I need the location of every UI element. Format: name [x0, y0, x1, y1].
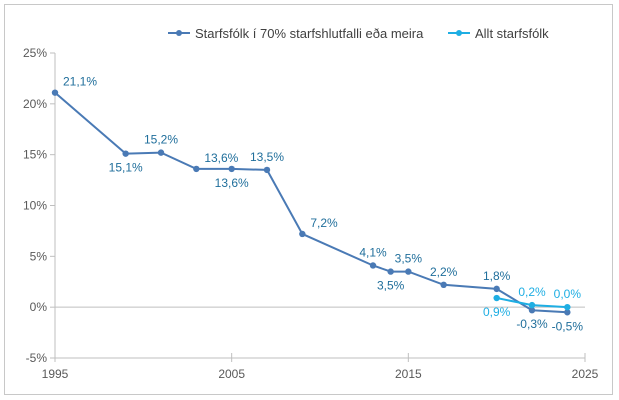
data-label: 13,6% — [215, 176, 249, 190]
data-label: 13,6% — [204, 151, 238, 165]
legend-label: Starfsfólk í 70% starfshlutfalli eða mei… — [195, 26, 424, 41]
data-label: 21,1% — [63, 75, 97, 89]
series-layer — [51, 89, 571, 316]
data-label: 13,5% — [250, 150, 284, 164]
chart-frame — [4, 4, 613, 395]
y-tick-label: 25% — [23, 46, 47, 60]
data-point — [122, 150, 129, 157]
x-axis-ticks: 1995 2005 2015 2025 — [42, 353, 599, 381]
series-line — [54, 91, 568, 314]
y-axis-ticks: 25% 20% 15% 10% 5% 0% -5% — [23, 46, 55, 365]
data-point — [528, 307, 536, 314]
data-point — [387, 268, 394, 275]
x-tick-label: 2015 — [395, 367, 422, 381]
legend-label: Allt starfsfólk — [475, 26, 549, 41]
data-point — [405, 268, 412, 275]
data-label: 15,1% — [109, 161, 143, 175]
data-point — [369, 262, 377, 269]
data-point — [493, 285, 500, 293]
y-tick-label: 0% — [30, 300, 48, 314]
data-point — [528, 301, 536, 309]
series-2 — [493, 294, 571, 311]
y-tick-label: 15% — [23, 148, 47, 162]
data-point — [193, 165, 200, 173]
data-label: 7,2% — [310, 216, 338, 230]
legend-marker — [176, 30, 182, 36]
x-tick-label: 1995 — [42, 367, 69, 381]
y-tick-label: -5% — [26, 351, 48, 365]
legend-item-1: Starfsfólk í 70% starfshlutfalli eða mei… — [168, 26, 424, 41]
data-point — [564, 309, 571, 316]
data-label: 2,2% — [430, 265, 458, 279]
data-label: -0,5% — [552, 319, 584, 333]
data-label: 0,0% — [554, 287, 582, 301]
legend-marker — [456, 30, 462, 36]
data-point — [51, 89, 59, 96]
data-label: 3,5% — [377, 279, 405, 293]
data-label: 15,2% — [144, 133, 178, 147]
y-tick-label: 5% — [30, 249, 48, 263]
legend-item-2: Allt starfsfólk — [448, 26, 549, 41]
data-point — [228, 165, 235, 173]
legend: Starfsfólk í 70% starfshlutfalli eða mei… — [168, 26, 549, 41]
data-label: 4,1% — [359, 245, 387, 259]
y-tick-label: 10% — [23, 199, 47, 213]
x-tick-label: 2025 — [572, 367, 599, 381]
data-point — [440, 281, 447, 288]
data-label: 3,5% — [395, 252, 423, 266]
data-point — [299, 230, 306, 238]
data-labels: 21,1%15,1%15,2%13,6%13,6%13,5%7,2%4,1%3,… — [63, 75, 583, 334]
x-tick-label: 2005 — [218, 367, 245, 381]
series-1 — [51, 89, 571, 316]
y-tick-label: 20% — [23, 97, 47, 111]
data-label: -0,3% — [516, 317, 548, 331]
data-label: 1,8% — [483, 269, 511, 283]
data-point — [564, 303, 571, 311]
data-point — [493, 294, 500, 302]
data-point — [263, 166, 271, 174]
data-label: 0,9% — [483, 305, 511, 319]
data-label: 0,2% — [518, 285, 546, 299]
data-point — [157, 149, 165, 156]
